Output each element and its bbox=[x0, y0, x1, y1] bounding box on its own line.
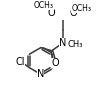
Text: N: N bbox=[59, 38, 66, 48]
Text: CH₃: CH₃ bbox=[67, 40, 82, 49]
Text: O: O bbox=[51, 58, 59, 68]
Text: O: O bbox=[48, 8, 55, 18]
Text: N: N bbox=[36, 69, 44, 79]
Text: O: O bbox=[69, 8, 77, 18]
Text: OCH₃: OCH₃ bbox=[71, 4, 91, 13]
Text: Cl: Cl bbox=[15, 57, 25, 67]
Text: OCH₃: OCH₃ bbox=[34, 1, 53, 10]
